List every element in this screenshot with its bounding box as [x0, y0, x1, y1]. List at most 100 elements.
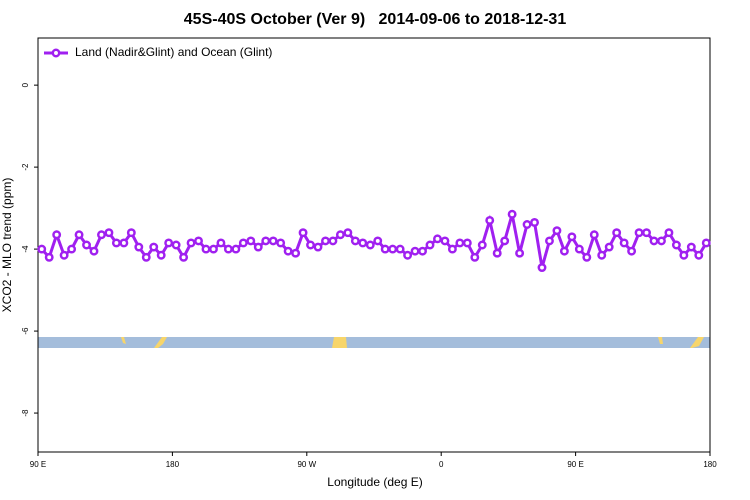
data-point — [395, 244, 405, 254]
data-point — [134, 242, 144, 252]
data-point — [440, 236, 450, 246]
data-point — [268, 236, 278, 246]
data-point — [306, 240, 315, 250]
x-axis-label: Longitude (deg E) — [327, 475, 422, 489]
data-point — [403, 250, 413, 260]
data-point — [350, 236, 360, 246]
data-point — [141, 252, 151, 262]
data-point — [37, 244, 47, 254]
data-point — [642, 228, 651, 238]
data-point — [335, 230, 345, 240]
y-axis-label: XCO2 - MLO trend (ppm) — [0, 178, 14, 313]
data-point — [515, 248, 525, 258]
y-tick-label: -2 — [21, 163, 30, 171]
data-point — [485, 215, 495, 225]
legend-text: Land (Nadir&Glint) and Ocean (Glint) — [75, 45, 272, 59]
data-point — [418, 246, 427, 256]
data-point — [313, 242, 323, 252]
data-point — [261, 236, 271, 246]
data-point — [492, 248, 502, 258]
data-point — [365, 240, 375, 250]
data-point — [530, 218, 539, 227]
legend-marker — [51, 48, 61, 58]
data-point — [246, 236, 256, 246]
land-patch — [121, 337, 126, 344]
land-patch — [332, 337, 347, 348]
data-point — [657, 236, 666, 246]
data-point — [253, 242, 263, 252]
data-point — [582, 252, 592, 262]
data-point — [410, 246, 420, 256]
data-point — [52, 230, 62, 240]
data-point — [634, 228, 644, 238]
x-tick-label: 0 — [439, 460, 444, 469]
data-point — [126, 228, 136, 238]
data-point — [328, 236, 338, 246]
data-point — [671, 240, 681, 250]
data-point — [283, 246, 293, 256]
data-point — [701, 238, 711, 248]
y-tick-label: -8 — [21, 409, 30, 417]
data-point — [231, 244, 241, 254]
y-tick-label: -6 — [21, 327, 30, 335]
data-point — [567, 232, 577, 242]
data-point — [358, 238, 368, 248]
data-point — [433, 234, 442, 244]
data-point — [201, 244, 211, 254]
data-point — [223, 244, 233, 254]
land-patch — [658, 337, 663, 344]
x-tick-label: 90 E — [30, 460, 46, 469]
data-point — [59, 250, 69, 260]
data-point — [679, 250, 689, 260]
data-point — [455, 238, 465, 248]
x-tick-label: 90 W — [297, 460, 316, 469]
data-point — [298, 228, 308, 238]
data-point — [664, 228, 674, 238]
data-point — [425, 240, 435, 250]
data-point — [597, 250, 607, 260]
data-point — [627, 246, 637, 256]
data-point — [343, 228, 353, 238]
data-point — [82, 240, 91, 250]
data-point — [612, 228, 622, 238]
data-point — [179, 252, 189, 262]
data-point — [522, 220, 532, 229]
x-tick-label: 180 — [166, 460, 180, 469]
data-point — [216, 238, 226, 248]
data-point — [686, 242, 696, 252]
data-point — [388, 244, 398, 254]
data-point — [649, 236, 659, 246]
data-point — [559, 246, 569, 256]
land-ocean-strip — [38, 337, 710, 348]
data-point — [209, 244, 218, 254]
data-point — [149, 242, 159, 252]
data-point — [373, 236, 383, 246]
data-point — [477, 240, 487, 250]
data-point — [589, 230, 599, 240]
data-point — [97, 230, 106, 240]
data-point — [321, 236, 330, 246]
data-point — [89, 246, 99, 256]
data-point — [447, 244, 457, 254]
y-tick-label: 0 — [21, 82, 30, 87]
data-point — [104, 228, 114, 238]
data-point — [380, 244, 390, 254]
x-tick-label: 180 — [703, 460, 717, 469]
data-point — [619, 238, 629, 248]
data-point — [604, 242, 614, 252]
data-point — [470, 252, 480, 262]
data-point — [694, 250, 704, 260]
data-point — [276, 238, 286, 248]
data-point — [552, 226, 562, 236]
data-point — [119, 238, 129, 248]
data-point — [171, 240, 181, 250]
x-tick-label: 90 E — [567, 460, 583, 469]
data-point — [44, 252, 54, 262]
data-point — [500, 236, 510, 246]
data-point — [574, 244, 584, 254]
data-point — [156, 250, 166, 260]
y-tick-label: -4 — [21, 245, 30, 253]
data-point — [67, 244, 77, 254]
land-patch — [154, 337, 167, 348]
